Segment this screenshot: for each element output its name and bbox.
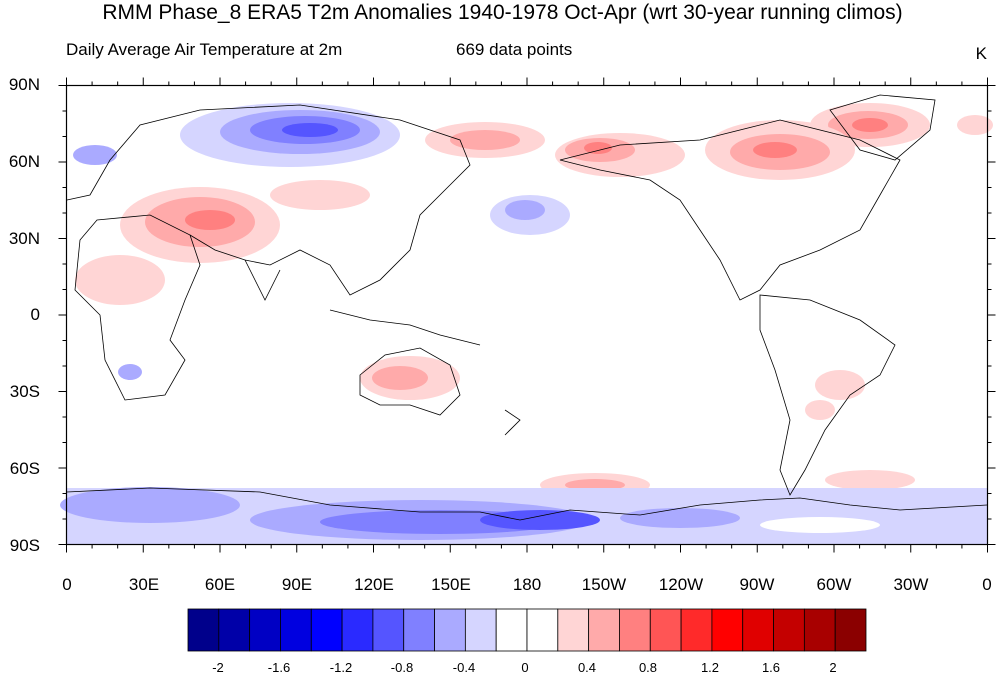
lat-label-60s: 60S bbox=[9, 459, 40, 478]
colorbar-label-neg0.8: -0.8 bbox=[390, 660, 414, 675]
colorbar-swatch bbox=[803, 608, 836, 652]
lat-label-60n: 60N bbox=[8, 152, 40, 171]
lon-label-0: 0 bbox=[62, 575, 72, 594]
anomaly-field bbox=[60, 103, 993, 544]
colorbar-label-1.6: 1.6 bbox=[761, 660, 781, 675]
lon-label-180: 180 bbox=[512, 575, 542, 594]
lon-label-0-end: 0 bbox=[982, 575, 992, 594]
lon-label-60e: 60E bbox=[204, 575, 236, 594]
lon-label-120w: 120W bbox=[658, 575, 704, 594]
colorbar-label-0.4: 0.4 bbox=[577, 660, 597, 675]
colorbar-swatch bbox=[280, 608, 312, 652]
colorbar-swatch bbox=[680, 608, 713, 652]
lat-label-90n: 90N bbox=[8, 75, 40, 94]
colorbar-swatch bbox=[619, 608, 651, 652]
colorbar-label-0.8: 0.8 bbox=[638, 660, 658, 675]
colorbar-swatch bbox=[464, 608, 497, 652]
units-label: K bbox=[975, 44, 987, 63]
colorbar-label-0: 0 bbox=[521, 660, 529, 675]
left-subtitle: Daily Average Air Temperature at 2m bbox=[66, 40, 343, 59]
colorbar-swatch bbox=[249, 608, 281, 652]
colorbar-label-neg1.6: -1.6 bbox=[267, 660, 291, 675]
colorbar-swatch bbox=[434, 608, 466, 652]
colorbar-swatch bbox=[495, 608, 528, 652]
lon-label-90e: 90E bbox=[281, 575, 313, 594]
colorbar-swatch bbox=[773, 608, 805, 652]
colorbar-swatch bbox=[742, 608, 774, 652]
colorbar-swatch bbox=[711, 608, 744, 652]
colorbar-swatch bbox=[834, 608, 867, 652]
colorbar-swatch bbox=[341, 608, 374, 652]
colorbar-swatch bbox=[218, 608, 251, 652]
lon-label-150e: 150E bbox=[431, 575, 471, 594]
lat-label-eq: 0 bbox=[30, 305, 40, 324]
colorbar-swatch bbox=[526, 608, 559, 652]
colorbar-swatch bbox=[403, 608, 435, 652]
lat-label-30s: 30S bbox=[9, 382, 40, 401]
colorbar-swatch bbox=[187, 608, 220, 652]
colorbar-label-1.2: 1.2 bbox=[700, 660, 720, 675]
map-title: RMM Phase_8 ERA5 T2m Anomalies 1940-1978… bbox=[102, 1, 903, 24]
colorbar-label-neg0.4: -0.4 bbox=[452, 660, 476, 675]
colorbar-swatch bbox=[649, 608, 682, 652]
coastlines bbox=[66, 94, 988, 521]
center-subtitle: 669 data points bbox=[456, 40, 573, 59]
lon-label-120e: 120E bbox=[354, 575, 394, 594]
colorbar-label-neg2: -2 bbox=[212, 660, 224, 675]
lat-label-90s: 90S bbox=[9, 536, 40, 555]
colorbar-swatch bbox=[557, 608, 590, 652]
lon-label-90w: 90W bbox=[739, 575, 775, 594]
lon-label-30w: 30W bbox=[893, 575, 929, 594]
lon-label-60w: 60W bbox=[816, 575, 852, 594]
colorbar-swatch bbox=[588, 608, 620, 652]
colorbar-label-2: 2 bbox=[829, 660, 837, 675]
colorbar bbox=[187, 608, 867, 652]
lon-label-30e: 30E bbox=[128, 575, 160, 594]
lat-label-30n: 30N bbox=[8, 229, 40, 248]
colorbar-label-neg1.2: -1.2 bbox=[329, 660, 353, 675]
colorbar-swatch bbox=[310, 608, 343, 652]
colorbar-swatch bbox=[372, 608, 405, 652]
lon-label-150w: 150W bbox=[581, 575, 627, 594]
